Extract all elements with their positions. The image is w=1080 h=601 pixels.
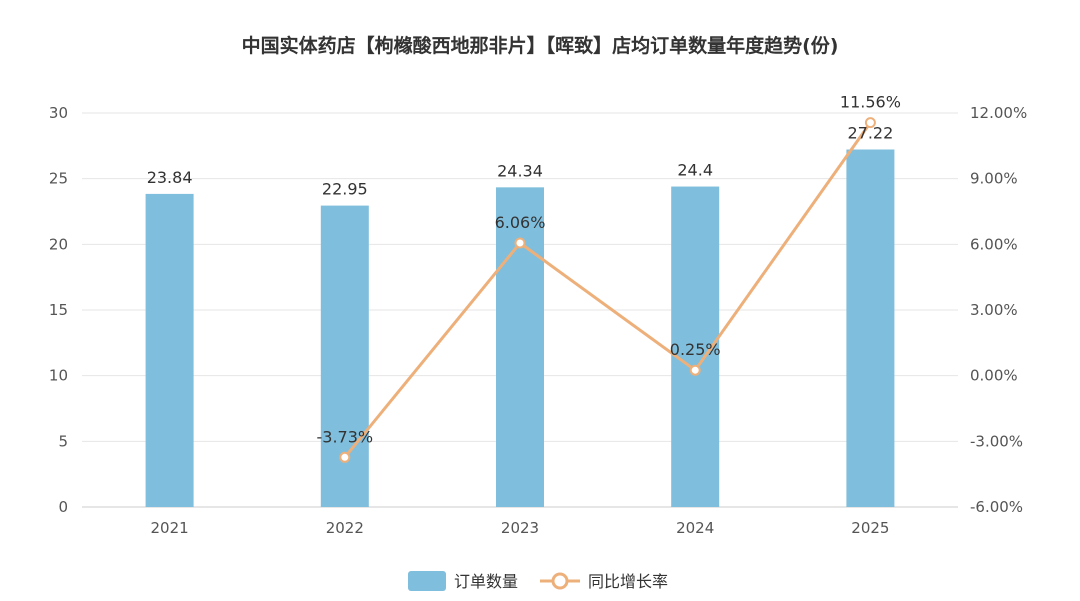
bar-series [145,149,895,508]
legend-bar-swatch [408,571,446,591]
line-series [339,117,876,463]
line-value-label: 6.06% [495,213,546,232]
left-tick-label: 30 [49,104,68,122]
x-tick-label: 2024 [676,519,714,537]
right-tick-label: 3.00% [970,301,1018,319]
line-value-label: -3.73% [316,427,373,446]
line-point [689,364,701,376]
left-tick-label: 10 [49,367,68,385]
legend-line-label: 同比增长率 [588,572,668,591]
x-axis: 2021 2022 2023 2024 2025 [82,506,958,537]
line-point [339,451,351,463]
bar-value-label: 22.95 [322,180,368,199]
x-tick-label: 2021 [151,519,189,537]
growth-line [343,121,872,459]
bar-value-label: 23.84 [147,168,193,187]
left-tick-label: 15 [49,301,68,319]
right-tick-label: 0.00% [970,367,1018,385]
x-tick-label: 2025 [851,519,889,537]
line-value-label: 0.25% [670,340,721,359]
legend[interactable]: 订单数量 同比增长率 [408,571,668,591]
bar [145,193,194,507]
right-y-axis: -6.00% -3.00% 0.00% 3.00% 6.00% 9.00% 12.00% [970,104,1027,516]
right-tick-label: 12.00% [970,104,1027,122]
line-point [864,117,876,129]
left-tick-label: 0 [58,498,68,516]
left-y-axis: 0 5 10 15 20 25 30 [49,104,68,516]
bar-value-label: 27.22 [847,124,893,143]
left-tick-label: 25 [49,170,68,188]
left-tick-label: 20 [49,235,68,253]
line-value-label: 11.56% [840,93,901,112]
data-labels: 23.84 22.95 24.34 24.4 27.22 -3.73% 6.06% 0.25%… [147,93,901,447]
right-tick-label: 9.00% [970,170,1018,188]
right-tick-label: -3.00% [970,432,1023,450]
legend-line-marker [551,572,569,590]
chart-title: 中国实体药店【枸橼酸西地那非片】【晖致】店均订单数量年度趋势(份) [242,34,839,57]
x-tick-label: 2023 [501,519,539,537]
right-tick-label: -6.00% [970,498,1023,516]
line-point [514,237,526,249]
x-tick-label: 2022 [326,519,364,537]
bar [846,149,895,507]
right-tick-label: 6.00% [970,235,1018,253]
bar-value-label: 24.34 [497,161,543,180]
left-tick-label: 5 [58,432,68,450]
legend-bar-label: 订单数量 [454,572,518,591]
bar-value-label: 24.4 [677,161,713,180]
bar [496,187,544,508]
